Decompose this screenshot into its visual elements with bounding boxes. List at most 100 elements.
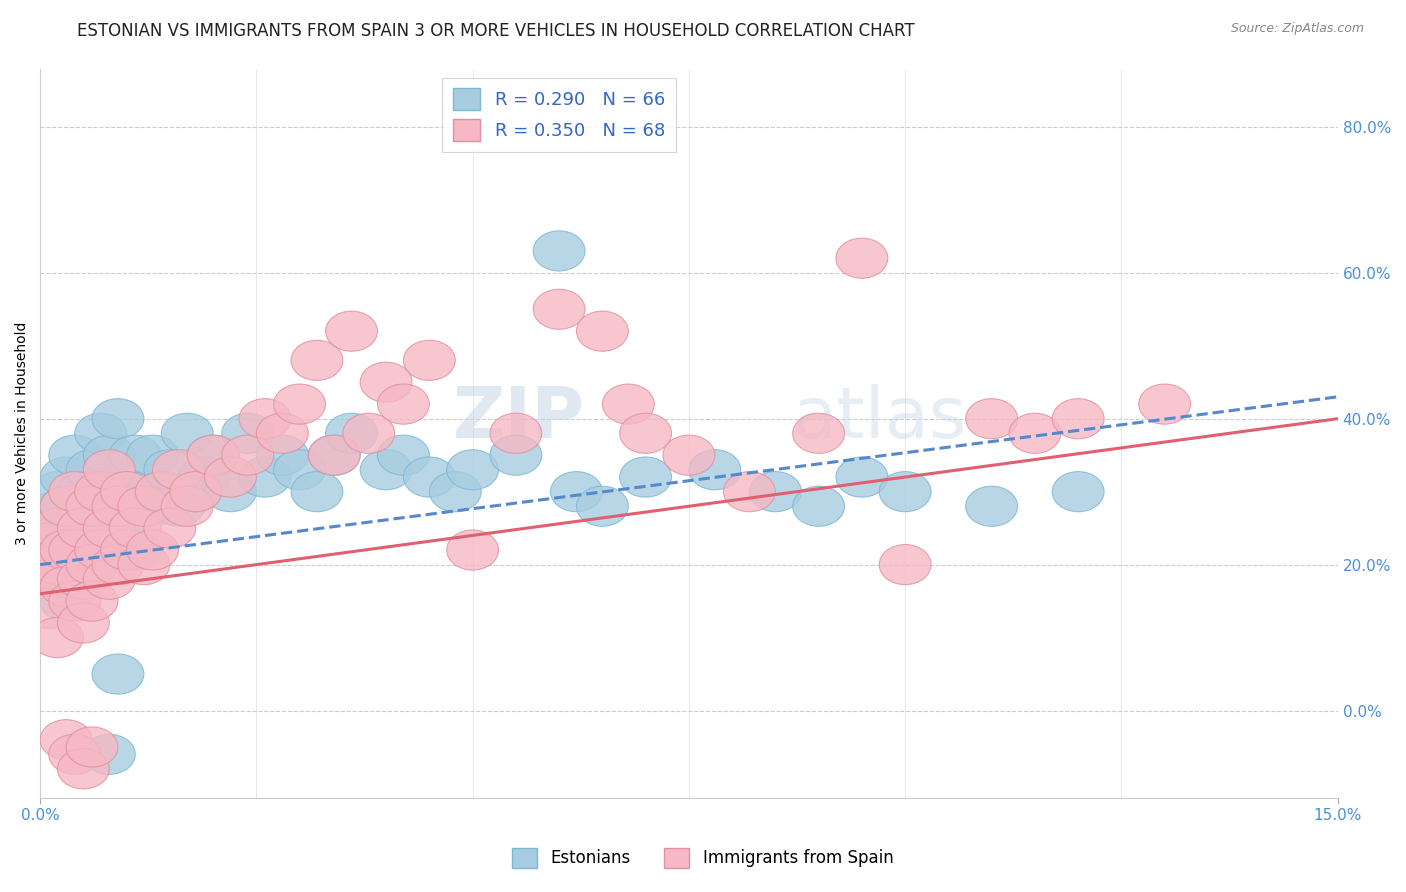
Ellipse shape	[576, 311, 628, 351]
Ellipse shape	[153, 450, 204, 490]
Ellipse shape	[135, 472, 187, 512]
Ellipse shape	[447, 450, 499, 490]
Ellipse shape	[222, 435, 274, 475]
Ellipse shape	[377, 435, 429, 475]
Ellipse shape	[83, 435, 135, 475]
Ellipse shape	[22, 493, 75, 533]
Ellipse shape	[31, 559, 83, 599]
Ellipse shape	[110, 508, 162, 549]
Legend: R = 0.290   N = 66, R = 0.350   N = 68: R = 0.290 N = 66, R = 0.350 N = 68	[443, 78, 676, 153]
Ellipse shape	[83, 530, 135, 570]
Ellipse shape	[66, 450, 118, 490]
Legend: Estonians, Immigrants from Spain: Estonians, Immigrants from Spain	[506, 841, 900, 875]
Ellipse shape	[239, 457, 291, 497]
Ellipse shape	[101, 530, 153, 570]
Ellipse shape	[239, 399, 291, 439]
Ellipse shape	[91, 654, 143, 694]
Text: atlas: atlas	[793, 384, 967, 453]
Ellipse shape	[66, 581, 118, 621]
Ellipse shape	[58, 508, 110, 549]
Ellipse shape	[83, 559, 135, 599]
Ellipse shape	[551, 472, 602, 512]
Ellipse shape	[489, 413, 541, 453]
Ellipse shape	[22, 559, 75, 599]
Ellipse shape	[66, 486, 118, 526]
Ellipse shape	[326, 311, 377, 351]
Ellipse shape	[447, 530, 499, 570]
Ellipse shape	[110, 530, 162, 570]
Ellipse shape	[22, 523, 75, 563]
Ellipse shape	[49, 530, 101, 570]
Ellipse shape	[101, 472, 153, 512]
Ellipse shape	[170, 472, 222, 512]
Ellipse shape	[689, 450, 741, 490]
Ellipse shape	[179, 457, 231, 497]
Ellipse shape	[49, 472, 101, 512]
Ellipse shape	[31, 617, 83, 657]
Ellipse shape	[170, 472, 222, 512]
Ellipse shape	[966, 399, 1018, 439]
Ellipse shape	[66, 544, 118, 584]
Ellipse shape	[49, 435, 101, 475]
Ellipse shape	[377, 384, 429, 425]
Ellipse shape	[966, 486, 1018, 526]
Ellipse shape	[118, 544, 170, 584]
Ellipse shape	[66, 508, 118, 549]
Ellipse shape	[162, 413, 214, 453]
Ellipse shape	[143, 450, 195, 490]
Ellipse shape	[66, 727, 118, 767]
Ellipse shape	[533, 231, 585, 271]
Ellipse shape	[724, 472, 775, 512]
Ellipse shape	[58, 559, 110, 599]
Ellipse shape	[837, 457, 887, 497]
Ellipse shape	[404, 457, 456, 497]
Ellipse shape	[58, 603, 110, 643]
Ellipse shape	[749, 472, 801, 512]
Ellipse shape	[360, 450, 412, 490]
Ellipse shape	[41, 581, 91, 621]
Ellipse shape	[118, 486, 170, 526]
Ellipse shape	[41, 457, 91, 497]
Ellipse shape	[620, 457, 672, 497]
Ellipse shape	[533, 289, 585, 329]
Ellipse shape	[162, 486, 214, 526]
Ellipse shape	[291, 340, 343, 380]
Ellipse shape	[308, 435, 360, 475]
Ellipse shape	[1010, 413, 1062, 453]
Text: Source: ZipAtlas.com: Source: ZipAtlas.com	[1230, 22, 1364, 36]
Ellipse shape	[31, 544, 83, 584]
Ellipse shape	[22, 530, 75, 570]
Ellipse shape	[793, 486, 845, 526]
Ellipse shape	[118, 472, 170, 512]
Ellipse shape	[75, 413, 127, 453]
Ellipse shape	[75, 472, 127, 512]
Ellipse shape	[308, 435, 360, 475]
Ellipse shape	[31, 516, 83, 556]
Ellipse shape	[793, 413, 845, 453]
Ellipse shape	[75, 493, 127, 533]
Ellipse shape	[41, 530, 91, 570]
Ellipse shape	[49, 530, 101, 570]
Ellipse shape	[41, 486, 91, 526]
Ellipse shape	[204, 457, 256, 497]
Ellipse shape	[83, 508, 135, 549]
Ellipse shape	[58, 486, 110, 526]
Ellipse shape	[1052, 399, 1104, 439]
Ellipse shape	[49, 581, 101, 621]
Ellipse shape	[879, 544, 931, 584]
Ellipse shape	[662, 435, 714, 475]
Ellipse shape	[153, 486, 204, 526]
Ellipse shape	[91, 486, 143, 526]
Ellipse shape	[83, 734, 135, 774]
Ellipse shape	[41, 544, 91, 584]
Ellipse shape	[101, 508, 153, 549]
Ellipse shape	[1139, 384, 1191, 425]
Ellipse shape	[576, 486, 628, 526]
Ellipse shape	[602, 384, 654, 425]
Text: ESTONIAN VS IMMIGRANTS FROM SPAIN 3 OR MORE VEHICLES IN HOUSEHOLD CORRELATION CH: ESTONIAN VS IMMIGRANTS FROM SPAIN 3 OR M…	[77, 22, 915, 40]
Ellipse shape	[360, 362, 412, 402]
Ellipse shape	[31, 508, 83, 549]
Ellipse shape	[91, 399, 143, 439]
Ellipse shape	[404, 340, 456, 380]
Ellipse shape	[101, 472, 153, 512]
